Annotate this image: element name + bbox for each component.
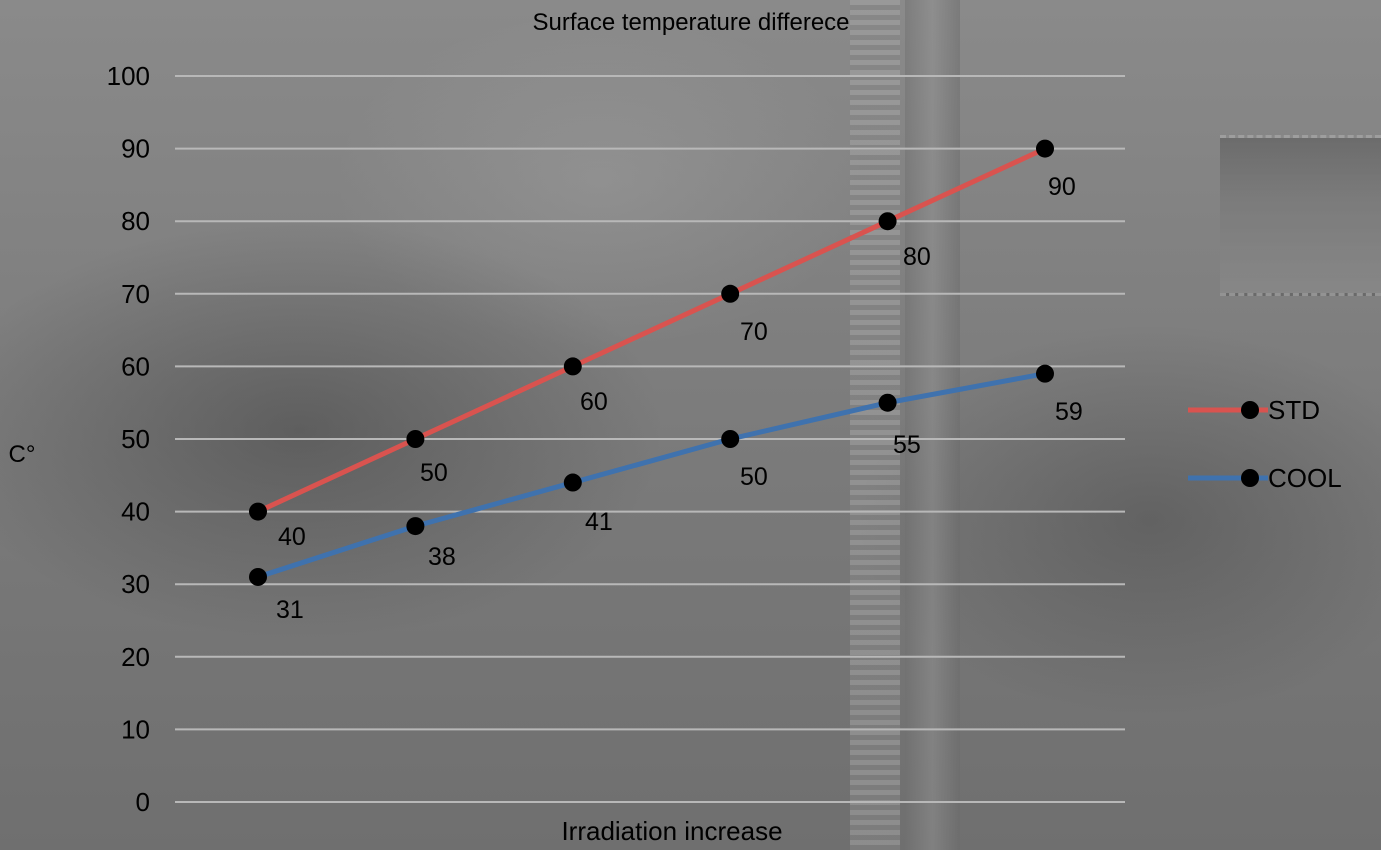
y-tick-label: 90 bbox=[121, 134, 150, 164]
y-tick-label: 60 bbox=[121, 351, 150, 381]
y-tick-label: 10 bbox=[121, 714, 150, 744]
data-point-std-1 bbox=[249, 502, 267, 521]
y-axis-ticks: 0 10 20 30 40 50 60 70 80 90 100 bbox=[107, 61, 150, 817]
legend-label-std: STD bbox=[1268, 395, 1320, 425]
data-point-std-6 bbox=[1036, 139, 1054, 158]
data-label: 90 bbox=[1048, 173, 1076, 201]
data-label: 50 bbox=[740, 463, 768, 491]
data-point-cool-3 bbox=[563, 473, 582, 492]
data-point-cool-6 bbox=[1036, 364, 1054, 383]
data-point-std-5 bbox=[878, 212, 897, 231]
y-tick-label: 70 bbox=[121, 279, 150, 309]
data-labels: 40 50 60 70 80 90 31 38 41 50 55 59 bbox=[276, 173, 1083, 624]
legend: STD COOL bbox=[1188, 395, 1342, 493]
data-label: 40 bbox=[278, 523, 306, 551]
chart-title: Surface temperature differece bbox=[532, 9, 849, 36]
y-axis-label: C° bbox=[9, 441, 36, 468]
data-point-std-3 bbox=[563, 357, 582, 376]
data-point-std-2 bbox=[406, 430, 425, 448]
data-label: 50 bbox=[420, 459, 448, 487]
zipper-edge-decoration bbox=[905, 0, 960, 850]
data-point-cool-1 bbox=[249, 567, 267, 586]
x-axis-label: Irradiation increase bbox=[561, 816, 782, 846]
data-label: 55 bbox=[893, 431, 921, 459]
zipper-decoration bbox=[850, 0, 900, 850]
y-tick-label: 0 bbox=[136, 787, 150, 817]
pocket-decoration bbox=[1220, 135, 1381, 296]
y-tick-label: 30 bbox=[121, 569, 150, 599]
data-label: 38 bbox=[428, 543, 456, 571]
legend-label-cool: COOL bbox=[1268, 463, 1342, 493]
data-point-std-4 bbox=[721, 284, 740, 303]
y-tick-label: 40 bbox=[121, 497, 150, 527]
data-label: 59 bbox=[1055, 398, 1083, 426]
data-label: 31 bbox=[276, 596, 304, 624]
y-tick-label: 20 bbox=[121, 642, 150, 672]
data-label: 41 bbox=[585, 508, 613, 536]
data-point-cool-2 bbox=[406, 517, 425, 536]
data-label: 80 bbox=[903, 243, 931, 271]
series-line-std bbox=[256, 146, 1047, 514]
legend-marker-std bbox=[1241, 401, 1259, 419]
data-point-cool-4 bbox=[721, 430, 740, 448]
y-tick-label: 80 bbox=[121, 206, 150, 236]
data-label: 60 bbox=[580, 388, 608, 416]
grid-lines bbox=[175, 75, 1125, 803]
series-group bbox=[249, 139, 1054, 586]
data-point-cool-5 bbox=[878, 393, 897, 412]
y-tick-label: 100 bbox=[107, 61, 150, 91]
legend-marker-cool bbox=[1241, 469, 1259, 487]
data-label: 70 bbox=[740, 318, 768, 346]
series-line-cool bbox=[257, 371, 1046, 580]
y-tick-label: 50 bbox=[121, 424, 150, 454]
